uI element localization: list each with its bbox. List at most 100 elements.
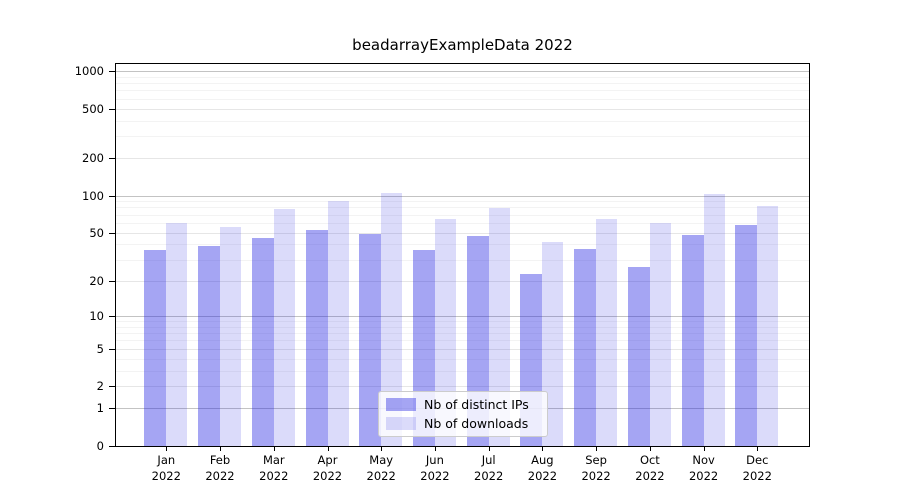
gridline-3 bbox=[116, 370, 809, 372]
x-tick-label-apr: Apr 2022 bbox=[312, 453, 343, 483]
x-tick-mark-jul bbox=[488, 447, 490, 451]
gridline-30 bbox=[116, 259, 809, 261]
y-tick-label-10: 10 bbox=[89, 308, 104, 323]
bar-downloads-jun bbox=[434, 219, 456, 446]
chart-title: beadarrayExampleData 2022 bbox=[352, 36, 573, 54]
x-tick-label-sep: Sep 2022 bbox=[581, 453, 611, 483]
gridline-1000 bbox=[116, 70, 809, 72]
y-tick-mark-5 bbox=[109, 348, 115, 350]
x-tick-mark-jun bbox=[434, 447, 436, 451]
bar-downloads-mar bbox=[273, 208, 295, 446]
y-tick-mark-1 bbox=[109, 408, 115, 410]
legend-swatch-downloads bbox=[386, 417, 416, 430]
y-tick-mark-200 bbox=[109, 158, 115, 160]
y-tick-mark-2 bbox=[109, 386, 115, 388]
y-tick-mark-500 bbox=[109, 108, 115, 110]
legend-item-downloads: Nb of downloads bbox=[386, 416, 540, 431]
x-tick-mark-aug bbox=[542, 447, 544, 451]
y-tick-label-50: 50 bbox=[89, 225, 104, 240]
gridline-50 bbox=[116, 232, 809, 234]
y-tick-mark-0 bbox=[109, 446, 115, 447]
plot-area: Nb of distinct IPs Nb of downloads bbox=[115, 63, 810, 447]
x-tick-mark-nov bbox=[703, 447, 705, 451]
legend-swatch-distinct-ips bbox=[386, 398, 416, 411]
bar-downloads-apr bbox=[327, 201, 349, 446]
y-tick-mark-10 bbox=[109, 315, 115, 317]
gridline-600 bbox=[116, 98, 809, 100]
gridline-9 bbox=[116, 321, 809, 322]
legend-label-downloads: Nb of downloads bbox=[424, 416, 529, 431]
gridline-40 bbox=[116, 244, 809, 246]
bar-downloads-sep bbox=[596, 218, 618, 446]
y-tick-label-5: 5 bbox=[96, 341, 104, 356]
x-tick-label-mar: Mar 2022 bbox=[259, 453, 289, 483]
x-tick-label-dec: Dec 2022 bbox=[742, 453, 772, 483]
x-tick-mark-dec bbox=[757, 447, 759, 451]
gridline-5 bbox=[116, 348, 809, 350]
y-tick-label-200: 200 bbox=[82, 151, 104, 166]
gridline-20 bbox=[116, 280, 809, 282]
x-tick-mark-mar bbox=[273, 447, 275, 451]
gridline-8 bbox=[116, 326, 809, 328]
bar-downloads-jul bbox=[488, 208, 510, 446]
y-tick-label-1000: 1000 bbox=[74, 63, 104, 78]
y-tick-label-0: 0 bbox=[96, 439, 104, 453]
y-tick-mark-100 bbox=[109, 195, 115, 197]
gridline-200 bbox=[116, 158, 809, 160]
bar-downloads-nov bbox=[703, 194, 725, 446]
bar-distinct-ips-jan bbox=[144, 250, 167, 446]
x-tick-label-feb: Feb 2022 bbox=[205, 453, 235, 483]
bar-downloads-jan bbox=[166, 222, 188, 446]
legend: Nb of distinct IPs Nb of downloads bbox=[378, 391, 548, 437]
gridline-900 bbox=[116, 76, 809, 78]
gridline-2 bbox=[116, 386, 809, 388]
gridline-80 bbox=[116, 207, 809, 209]
bar-downloads-oct bbox=[649, 222, 671, 446]
y-tick-mark-1000 bbox=[109, 70, 115, 72]
bar-distinct-ips-nov bbox=[681, 234, 704, 446]
gridline-400 bbox=[116, 120, 809, 122]
bar-downloads-may bbox=[381, 192, 403, 446]
x-tick-label-jan: Jan 2022 bbox=[151, 453, 181, 483]
gridline-700 bbox=[116, 90, 809, 92]
x-tick-mark-apr bbox=[327, 447, 329, 451]
gridline-6 bbox=[116, 340, 809, 342]
gridline-7 bbox=[116, 333, 809, 335]
gridline-4 bbox=[116, 358, 809, 360]
y-tick-label-20: 20 bbox=[89, 273, 104, 288]
gridline-100 bbox=[116, 195, 809, 197]
x-tick-mark-oct bbox=[649, 447, 651, 451]
x-tick-mark-jan bbox=[166, 447, 168, 451]
gridline-90 bbox=[116, 201, 809, 203]
x-tick-label-nov: Nov 2022 bbox=[688, 453, 719, 483]
x-tick-mark-sep bbox=[596, 447, 598, 451]
bar-distinct-ips-oct bbox=[627, 267, 650, 446]
gridline-300 bbox=[116, 136, 809, 138]
x-tick-label-oct: Oct 2022 bbox=[635, 453, 665, 483]
bar-distinct-ips-feb bbox=[198, 245, 220, 446]
y-tick-label-1: 1 bbox=[96, 401, 104, 416]
x-tick-label-aug: Aug 2022 bbox=[527, 453, 558, 483]
bar-downloads-dec bbox=[757, 205, 779, 446]
gridline-800 bbox=[116, 83, 809, 84]
legend-label-distinct-ips: Nb of distinct IPs bbox=[424, 397, 529, 412]
gridline-60 bbox=[116, 222, 809, 224]
x-tick-mark-feb bbox=[220, 447, 221, 451]
gridline-500 bbox=[116, 108, 809, 110]
x-tick-label-jul: Jul 2022 bbox=[474, 453, 504, 483]
x-tick-label-jun: Jun 2022 bbox=[420, 453, 450, 483]
y-tick-label-500: 500 bbox=[82, 101, 104, 116]
x-tick-label-may: May 2022 bbox=[366, 453, 396, 483]
gridline-10 bbox=[116, 315, 809, 317]
y-tick-label-2: 2 bbox=[96, 379, 104, 394]
bar-distinct-ips-apr bbox=[305, 229, 328, 446]
gridline-70 bbox=[116, 214, 809, 216]
y-tick-mark-50 bbox=[109, 232, 115, 234]
bar-distinct-ips-sep bbox=[574, 248, 597, 446]
y-tick-label-100: 100 bbox=[82, 188, 104, 203]
bar-distinct-ips-dec bbox=[735, 224, 758, 446]
legend-item-distinct-ips: Nb of distinct IPs bbox=[386, 397, 540, 412]
x-tick-mark-may bbox=[381, 447, 383, 451]
bar-distinct-ips-mar bbox=[251, 238, 274, 446]
